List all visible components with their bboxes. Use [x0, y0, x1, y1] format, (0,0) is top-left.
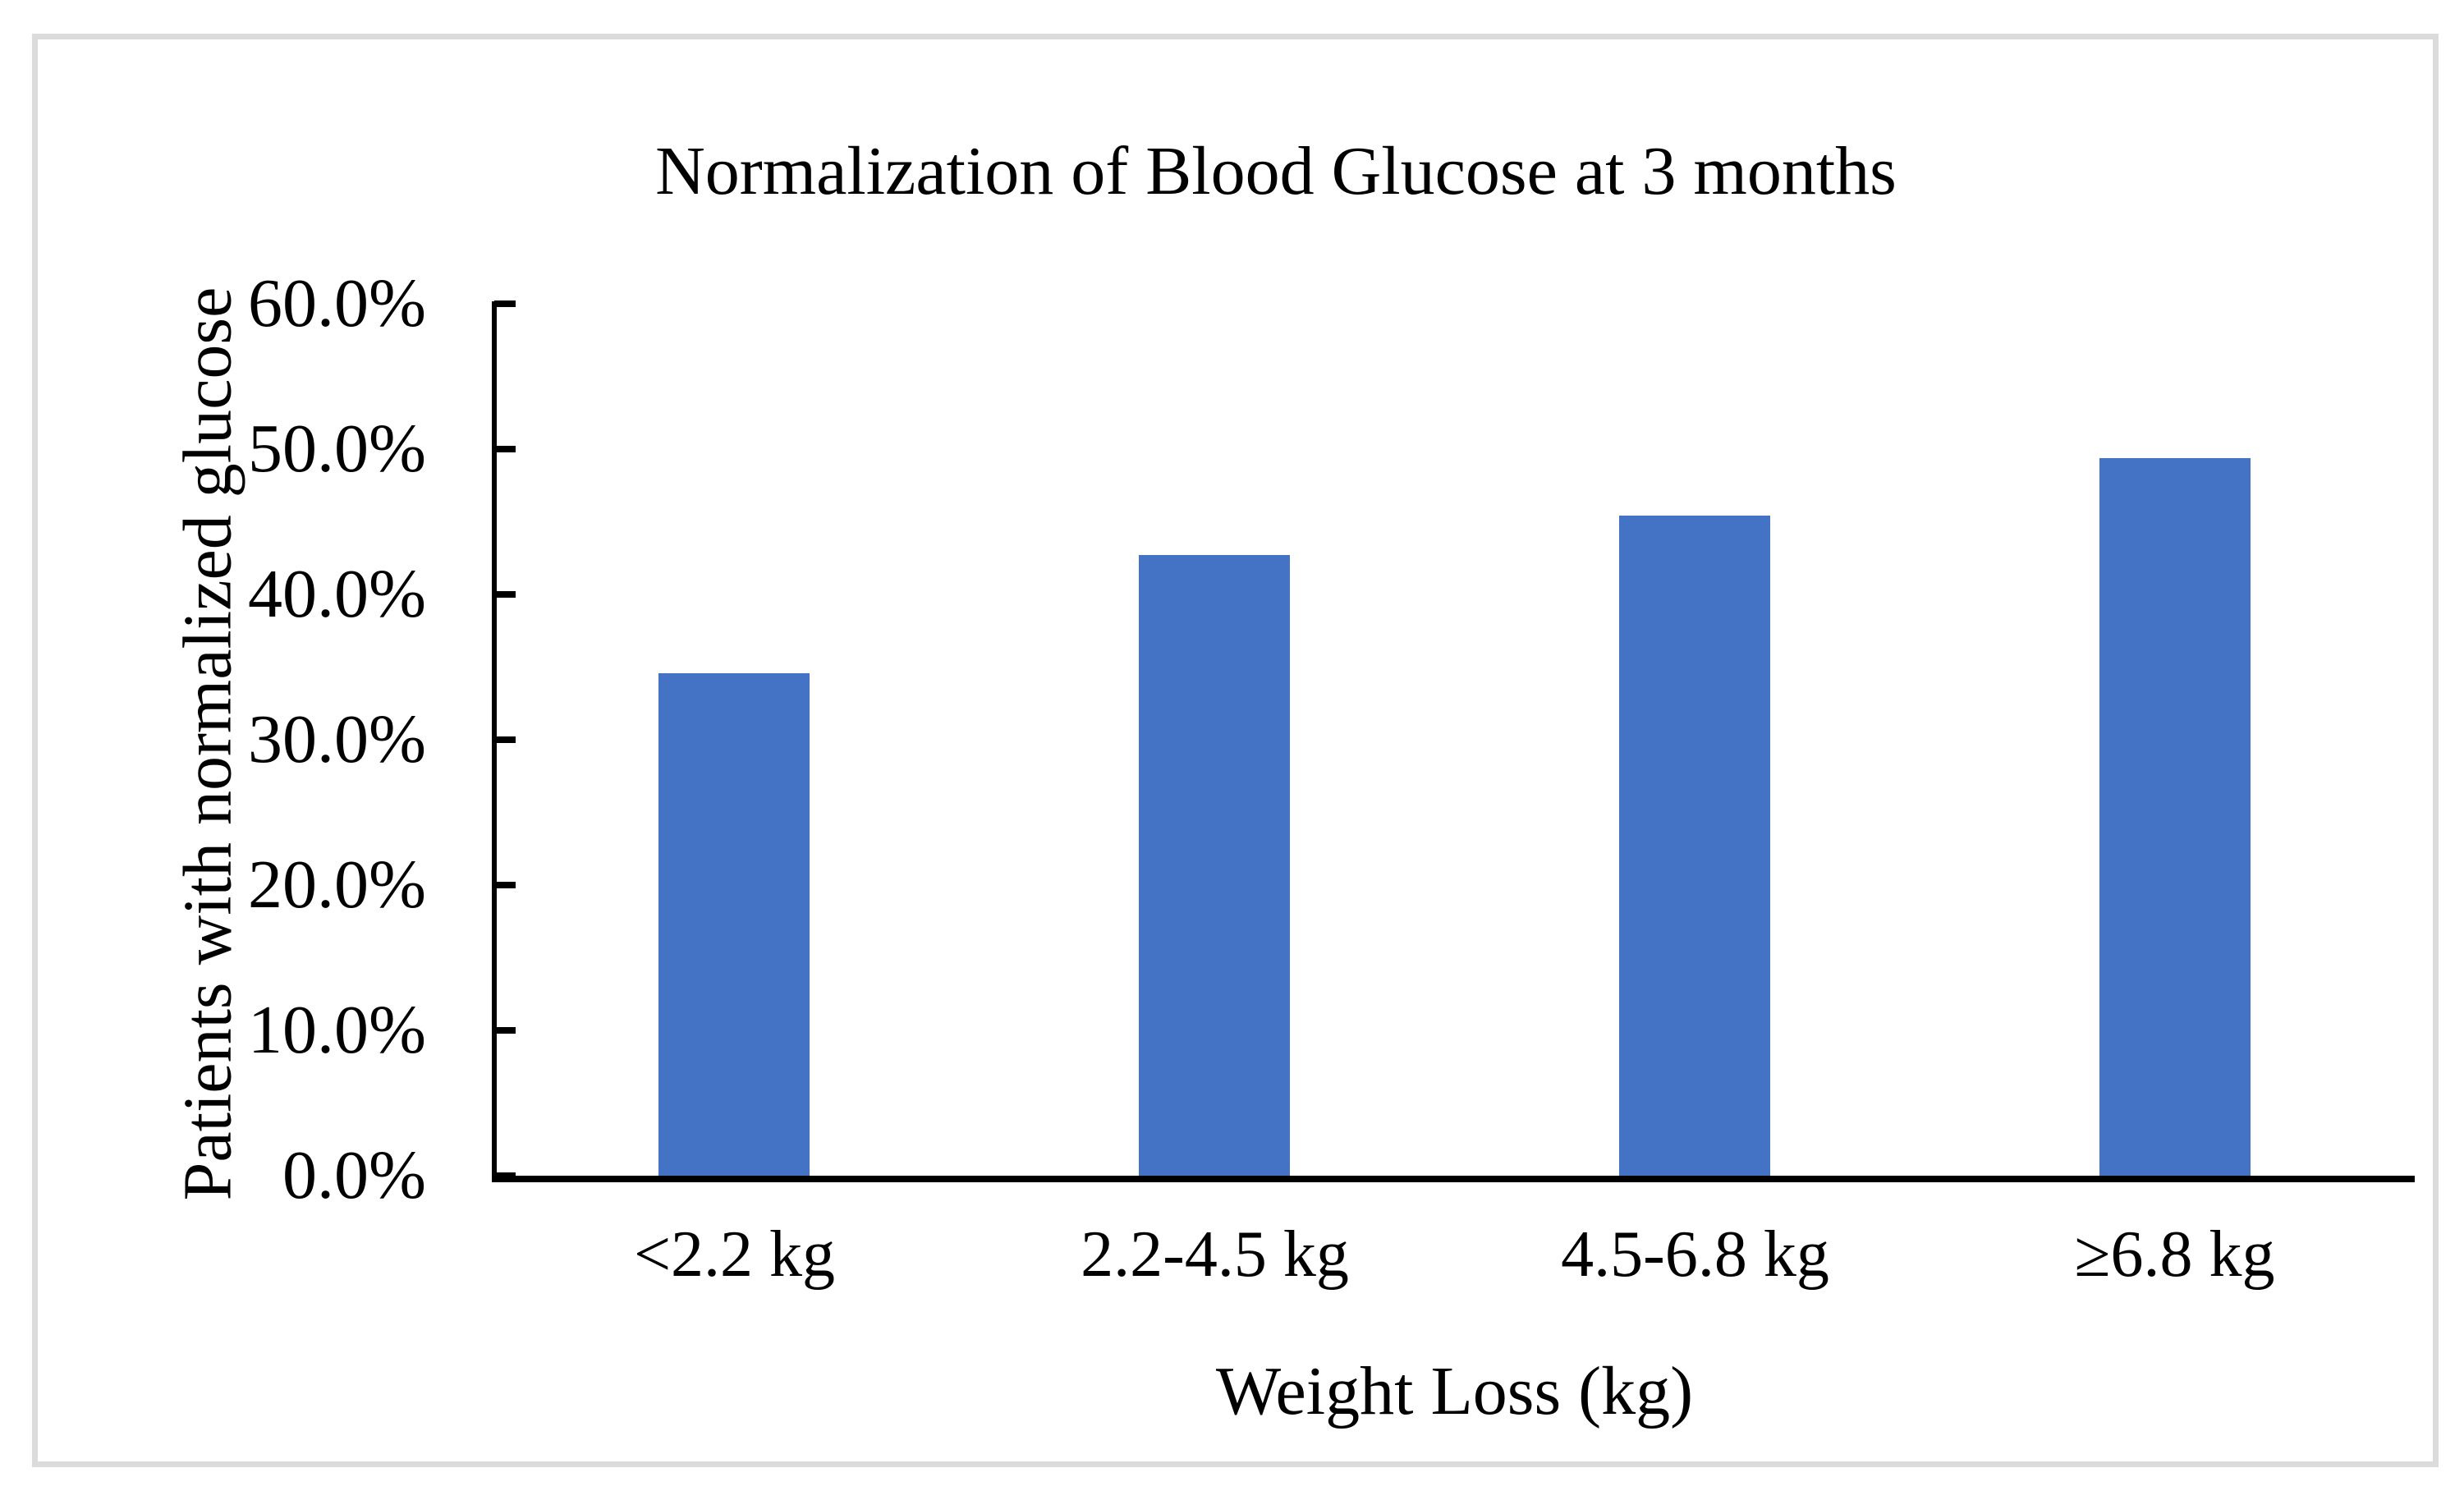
bar-4	[2099, 458, 2251, 1176]
x-axis-title: Weight Loss (kg)	[1215, 1353, 1694, 1429]
y-tick-40	[494, 591, 516, 598]
x-axis-line	[492, 1176, 2415, 1182]
category-label-3: 4.5-6.8 kg	[1561, 1218, 1829, 1291]
y-tick-label-60: 60.0%	[248, 265, 426, 342]
y-tick-10	[494, 1027, 516, 1034]
y-tick-20	[494, 882, 516, 888]
y-tick-label-20: 20.0%	[248, 846, 426, 923]
bar-3	[1619, 516, 1770, 1176]
y-tick-label-40: 40.0%	[248, 556, 426, 632]
y-tick-label-30: 30.0%	[248, 701, 426, 778]
y-tick-label-10: 10.0%	[248, 992, 426, 1068]
category-label-2: 2.2-4.5 kg	[1081, 1218, 1349, 1291]
y-tick-50	[494, 446, 516, 452]
category-label-1: <2.2 kg	[633, 1218, 836, 1291]
y-tick-label-50: 50.0%	[248, 411, 426, 487]
y-tick-0	[494, 1172, 516, 1179]
bar-1	[658, 673, 810, 1176]
y-tick-60	[494, 300, 516, 307]
category-label-4: ≥6.8 kg	[2074, 1218, 2275, 1291]
y-tick-label-0: 0.0%	[282, 1137, 426, 1213]
bar-2	[1139, 555, 1290, 1176]
y-tick-30	[494, 736, 516, 743]
figure-border: Normalization of Blood Glucose at 3 mont…	[32, 34, 2439, 1467]
chart-title: Normalization of Blood Glucose at 3 mont…	[655, 133, 1897, 209]
